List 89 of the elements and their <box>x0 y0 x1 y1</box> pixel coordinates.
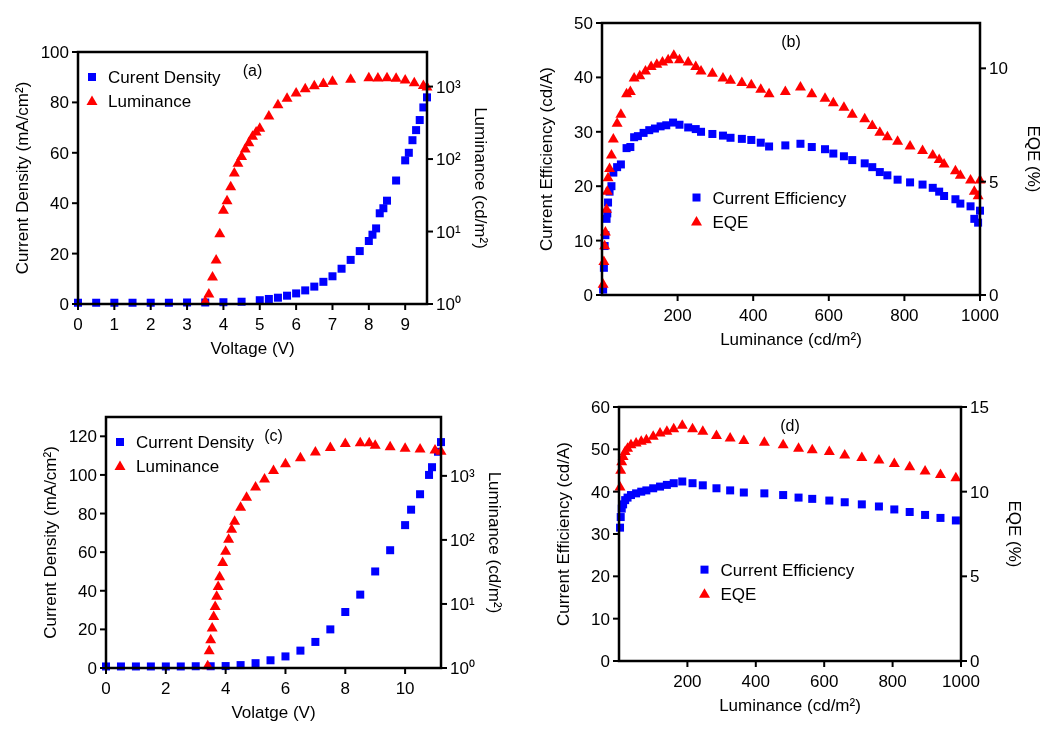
legend-label: Curent Density <box>108 68 221 87</box>
y-tick-label: 60 <box>78 543 97 563</box>
y-tick-label: 40 <box>574 68 593 88</box>
y-tick-label: 60 <box>50 143 69 163</box>
x-tick-label: 8 <box>364 315 374 334</box>
x-tick-label: 200 <box>663 306 692 325</box>
legend-label: Current Density <box>136 433 255 452</box>
y-tick-label: 50 <box>574 14 593 33</box>
y-axis-title: Current Density (mA/cm²) <box>41 446 60 639</box>
y-tick-label: 100 <box>40 43 69 62</box>
y-tick-label: 0 <box>600 652 610 671</box>
y-tick-label: 30 <box>574 122 593 142</box>
y2-tick-label: 0 <box>989 286 999 305</box>
y2-tick-label: 10² <box>450 530 475 550</box>
y-tick-label: 10 <box>591 609 610 629</box>
legend-label: Luminance <box>136 457 220 476</box>
y-tick-label: 20 <box>591 567 610 587</box>
y2-tick-label: 5 <box>989 172 999 192</box>
x-tick-label: 200 <box>673 672 702 691</box>
legend-label: Current Efficiency <box>720 560 855 580</box>
y2-tick-label: 10⁰ <box>450 659 475 678</box>
y-tick-label: 20 <box>574 177 593 197</box>
x-axis-title: Luminance (cd/m²) <box>719 696 861 715</box>
y-tick-label: 120 <box>68 427 97 447</box>
x-tick-label: 4 <box>218 315 229 334</box>
y-tick-label: 20 <box>78 620 97 640</box>
x-tick-label: 1 <box>109 315 120 334</box>
y2-tick-label: 10³ <box>450 466 475 486</box>
y-tick-label: 50 <box>591 440 610 460</box>
x-tick-label: 6 <box>291 315 301 334</box>
x-tick-label: 4 <box>220 679 231 698</box>
y2-tick-label: 10³ <box>436 77 461 97</box>
y-axis-title: Current Efficiency (cd/A) <box>554 442 573 626</box>
x-tick-label: 1000 <box>961 306 999 325</box>
y-tick-label: 80 <box>50 93 69 113</box>
y-tick-label: 60 <box>591 398 610 417</box>
x-tick-label: 6 <box>280 679 291 698</box>
y-tick-label: 40 <box>591 482 610 502</box>
x-tick-label: 600 <box>810 672 839 691</box>
x-axis-title: Voltage (V) <box>210 339 295 358</box>
y-tick-label: 40 <box>50 194 69 214</box>
y-tick-label: 10 <box>574 231 593 251</box>
x-tick-label: 800 <box>878 672 907 691</box>
y2-tick-label: 15 <box>970 398 989 417</box>
x-axis-title: Volatge (V) <box>231 703 316 722</box>
y2-tick-label: 10¹ <box>436 222 461 242</box>
y2-tick-label: 10¹ <box>450 594 475 614</box>
x-tick-label: 2 <box>145 315 156 334</box>
x-tick-label: 8 <box>340 679 351 698</box>
y-axis-title: Current Density (mA/cm²) <box>13 81 32 275</box>
legend-label: EQE <box>712 212 749 232</box>
x-tick-label: 400 <box>739 306 768 325</box>
text: (d) <box>780 417 800 434</box>
y2-axis-title: Luminance (cd/m²) <box>471 107 490 249</box>
text: (c) <box>264 427 283 444</box>
text: (a) <box>242 62 263 79</box>
x-tick-label: 1000 <box>942 672 980 691</box>
x-tick-label: 0 <box>101 679 111 698</box>
x-axis-title: Luminance (cd/m²) <box>720 330 862 349</box>
y2-axis-title: Luminance (cd/m²) <box>485 471 504 614</box>
x-tick-label: 400 <box>741 672 770 691</box>
y2-axis-title: EQE (%) <box>1024 125 1043 193</box>
y-tick-label: 30 <box>591 525 610 544</box>
x-tick-label: 3 <box>182 315 192 334</box>
y2-axis-title: EQE (%) <box>1005 500 1024 568</box>
y2-tick-label: 10² <box>436 150 461 170</box>
y-tick-label: 40 <box>78 581 97 601</box>
y-tick-label: 80 <box>78 504 97 524</box>
y-tick-label: 0 <box>87 659 97 678</box>
x-tick-label: 10 <box>395 679 415 698</box>
y2-tick-label: 5 <box>970 567 980 587</box>
y-tick-label: 20 <box>50 244 69 264</box>
y-tick-label: 0 <box>583 286 593 305</box>
x-tick-label: 600 <box>814 306 843 325</box>
y-tick-label: 100 <box>68 465 97 485</box>
x-tick-label: 5 <box>255 315 265 334</box>
y2-tick-label: 10⁰ <box>436 295 461 314</box>
x-tick-label: 7 <box>327 315 338 334</box>
y2-tick-label: 10 <box>970 482 989 502</box>
legend-label: Luminance <box>108 92 192 111</box>
x-tick-label: 2 <box>161 679 171 698</box>
legend-label: Current Efficiency <box>712 188 847 208</box>
x-tick-label: 9 <box>400 315 410 334</box>
x-tick-label: 800 <box>890 306 919 325</box>
y2-tick-label: 0 <box>970 652 980 671</box>
y-axis-title: Current Efficiency (cd/A) <box>537 67 556 251</box>
y2-tick-label: 10 <box>989 59 1008 79</box>
legend-label: EQE <box>720 584 757 604</box>
text: (b) <box>781 33 801 50</box>
